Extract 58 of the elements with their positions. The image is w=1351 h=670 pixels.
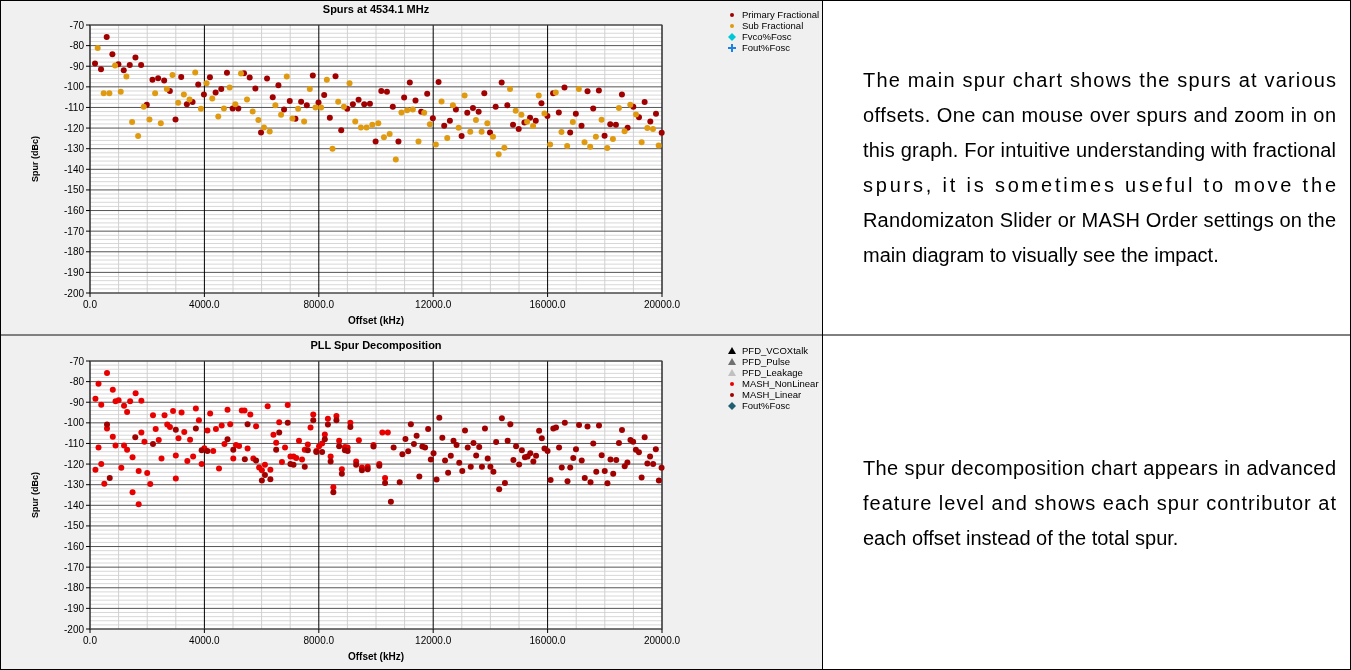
x-tick-label: 0.0 <box>83 299 98 310</box>
y-tick-label: -200 <box>63 623 85 635</box>
y-tick-label: -130 <box>63 479 85 491</box>
y-tick-label: -160 <box>63 541 85 553</box>
y-tick-label: -140 <box>63 499 85 511</box>
y-tick-label: -70 <box>69 355 85 367</box>
text: Sub Fractional <box>742 20 804 32</box>
legend-label: Fout%Fosc <box>742 400 791 412</box>
y-tick-label: -150 <box>63 520 85 532</box>
y-tick-label: -200 <box>63 287 85 299</box>
text: MASH_NonLinear <box>742 378 819 390</box>
y-tick-label: -170 <box>63 225 85 237</box>
y-tick-label: -190 <box>63 602 85 614</box>
y-tick-label: -80 <box>69 376 85 388</box>
legend-label: Fout%Fosc <box>742 42 791 54</box>
y-tick-label: -90 <box>69 60 85 72</box>
x-axis-title: Offset (kHz) <box>347 315 405 326</box>
x-axis-title: Offset (kHz) <box>347 651 405 662</box>
chart-title: Spurs at 4534.1 MHz <box>322 3 430 15</box>
y-tick-label: -90 <box>69 396 85 408</box>
y-tick-label: -130 <box>63 143 85 155</box>
x-tick-label: 4000.0 <box>189 299 221 310</box>
legend-label: PFD_Leakage <box>742 367 803 379</box>
y-tick-label: -150 <box>63 184 85 196</box>
x-tick-label: 20000.0 <box>643 299 681 310</box>
legend-label: PFD_VCOXtalk <box>742 345 809 357</box>
x-tick-label: 8000.0 <box>303 635 335 646</box>
text: MASH_Linear <box>742 389 802 401</box>
y-tick-label: -80 <box>69 40 85 52</box>
x-tick-label: 12000.0 <box>415 635 452 646</box>
y-tick-label: -190 <box>63 266 85 278</box>
y-axis-title: Spur (dBc) <box>30 136 40 182</box>
y-tick-label: -140 <box>63 163 85 175</box>
legend-label: Fvco%Fosc <box>742 31 792 43</box>
x-tick-label: 0.0 <box>83 635 98 646</box>
y-axis-title: Spur (dBc) <box>30 472 40 518</box>
y-tick-label: -70 <box>69 19 85 31</box>
y-tick-label: -120 <box>63 458 85 470</box>
y-tick-label: -110 <box>64 437 85 449</box>
y-tick-label: -120 <box>63 122 85 134</box>
legend-label: PFD_Pulse <box>742 356 791 368</box>
x-tick-label: 4000.0 <box>189 635 221 646</box>
y-tick-label: -100 <box>63 81 85 93</box>
x-tick-label: 20000.0 <box>643 635 681 646</box>
y-tick-label: -170 <box>63 561 85 573</box>
x-tick-label: 12000.0 <box>415 299 452 310</box>
y-tick-label: -180 <box>63 246 85 258</box>
y-tick-label: -100 <box>63 417 85 429</box>
chart-title: PLL Spur Decomposition <box>310 339 442 351</box>
text: The main spur chart shows the spurs at various offsets. One can mouse over spurs and zoom in on this graph. For intuitive understanding with fractional spurs, it is sometimes useful to move the Randomizaton Slider or MASH Order settings on the main diagram to visually see the impact. <box>863 68 1336 266</box>
text: Primary Fractional <box>742 9 820 21</box>
y-tick-label: -160 <box>63 205 85 217</box>
x-tick-label: 16000.0 <box>529 635 567 646</box>
x-tick-label: 16000.0 <box>529 299 567 310</box>
x-tick-label: 8000.0 <box>303 299 335 310</box>
y-tick-label: -110 <box>64 101 85 113</box>
text: The spur decomposition chart appears in advanced feature level and shows each spur contributor at each offset instead of the total spur. <box>863 457 1337 549</box>
y-tick-label: -180 <box>63 582 85 594</box>
